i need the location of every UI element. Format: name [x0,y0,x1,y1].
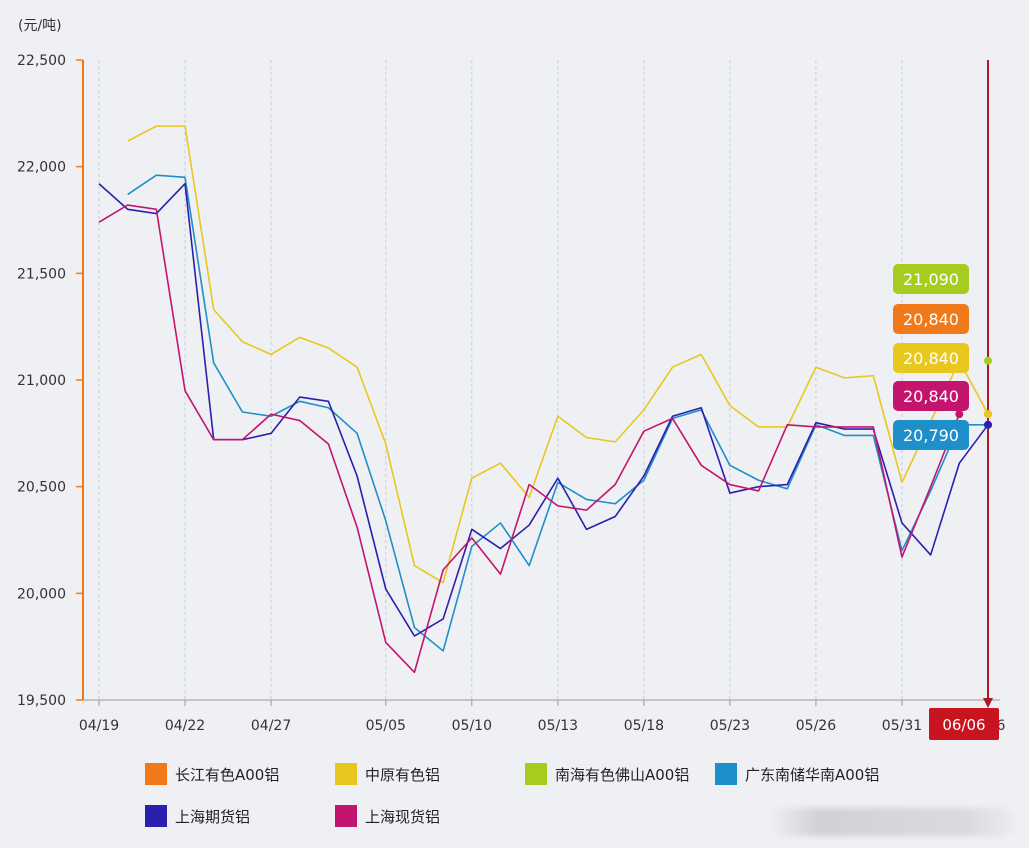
y-tick-label: 22,000 [17,160,66,176]
legend-label: 上海现货铝 [365,807,441,826]
y-tick-label: 20,000 [17,586,66,602]
y-axis-unit: (元/吨) [18,18,62,34]
legend-item-nanhai[interactable]: 南海有色佛山A00铝 [525,763,715,785]
x-tick-label: 05/10 [452,718,492,734]
current-date-label: 06/06 [942,716,985,734]
x-tick-label: 04/22 [165,718,205,734]
series-line [98,182,989,637]
series-layer [98,125,992,674]
current-date-pointer [983,698,993,708]
y-tick-label: 21,500 [17,266,66,282]
current-date-badge [929,708,999,740]
blurred-watermark [770,808,1015,836]
x-tick-label: 05/18 [624,718,664,734]
end-value-label: 20,840 [903,387,959,406]
end-value-badge [893,343,969,373]
end-label-layer: 21,090 20,840 20,840 20,840 20,790 [893,264,969,450]
end-value-badge [893,420,969,450]
legend-swatch [715,763,737,785]
legend-label: 中原有色铝 [365,765,441,784]
legend-item-shfe[interactable]: 上海期货铝 [145,805,335,827]
end-value-label: 21,090 [903,270,959,289]
x-tick-label: 05/05 [366,718,406,734]
legend-label: 广东南储华南A00铝 [745,765,880,784]
end-value-badge [893,264,969,294]
series-line [127,174,988,652]
series-end-point [984,420,992,429]
legend-swatch [335,805,357,827]
end-value-label: 20,840 [903,310,959,329]
legend-label: 南海有色佛山A00铝 [555,765,690,784]
x-tick-label: 6 [997,718,1006,734]
y-tick-label: 19,500 [17,693,66,709]
end-value-badge [893,381,969,411]
legend-swatch [145,805,167,827]
x-tick-label: 05/26 [796,718,836,734]
end-value-badge [893,304,969,334]
legend-item-guangdong[interactable]: 广东南储华南A00铝 [715,763,915,785]
series-line [127,125,989,584]
series-line [98,204,961,674]
legend: 长江有色A00铝 中原有色铝 南海有色佛山A00铝 广东南储华南A00铝 上海期… [145,763,915,827]
x-tick-label: 04/27 [251,718,291,734]
y-tick-label: 21,000 [17,373,66,389]
y-tick-label: 22,500 [17,53,66,69]
legend-item-shanghai-spot[interactable]: 上海现货铝 [335,805,525,827]
end-value-label: 20,840 [903,349,959,368]
y-tick-label: 20,500 [17,480,66,496]
axis-layer: 22,500 22,000 21,500 21,000 20,500 20,000 19,5… [17,53,1006,740]
legend-swatch [145,763,167,785]
legend-label: 长江有色A00铝 [175,765,280,784]
series-end-point [984,356,992,365]
legend-item-zhongyuan[interactable]: 中原有色铝 [335,763,525,785]
legend-item-changjiang[interactable]: 长江有色A00铝 [145,763,335,785]
series-end-point [984,410,992,419]
legend-swatch [525,763,547,785]
x-tick-label: 04/19 [79,718,119,734]
grid-layer [98,60,903,700]
x-tick-label: 05/31 [882,718,922,734]
x-tick-label: 05/13 [538,718,578,734]
end-value-label: 20,790 [903,426,959,445]
x-tick-label: 05/23 [710,718,750,734]
legend-swatch [335,763,357,785]
series-end-point [955,410,964,419]
legend-label: 上海期货铝 [175,807,251,826]
